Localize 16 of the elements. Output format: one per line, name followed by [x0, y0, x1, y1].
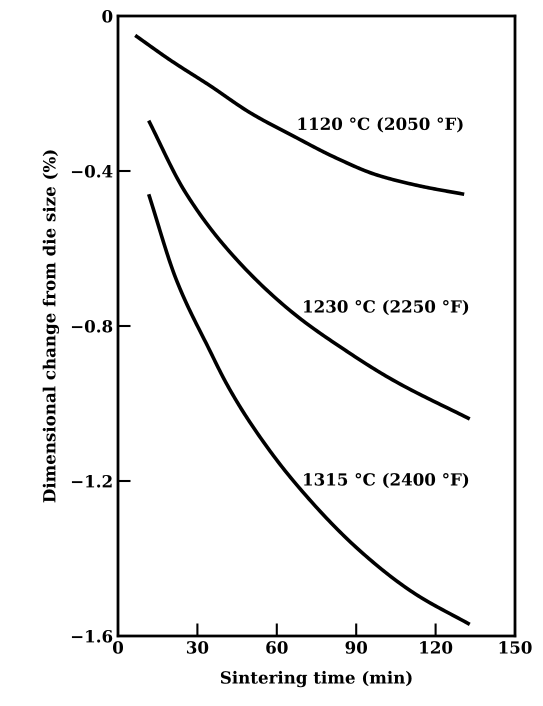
x-axis-title: Sintering time (min)	[220, 670, 412, 688]
x-tick-label: 30	[186, 641, 208, 654]
series-label: 1315 °C (2400 °F)	[304, 472, 468, 488]
y-tick-label: −0.8	[72, 320, 112, 333]
y-tick-label: −1.2	[72, 474, 112, 488]
y-tick-label: −1.6	[72, 630, 112, 643]
y-tick-label: 0	[102, 10, 112, 23]
x-tick-label: 90	[346, 641, 368, 654]
y-tick-label: −0.4	[72, 164, 112, 178]
y-axis-title: Dimensional change from die size (%)	[42, 150, 60, 502]
x-tick-label: 0	[112, 641, 124, 654]
x-tick-label: 150	[500, 641, 532, 654]
x-tick-label: 60	[266, 641, 288, 654]
series-label: 1230 °C (2250 °F)	[304, 300, 468, 316]
x-tick-label: 120	[420, 641, 452, 654]
series-label: 1120 °C (2050 °F)	[298, 117, 463, 132]
